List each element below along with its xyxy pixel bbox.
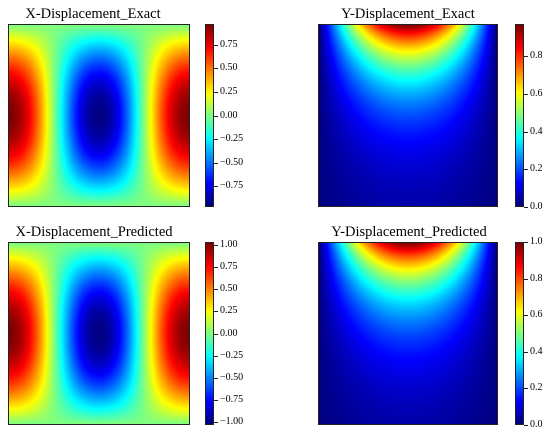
colorbar-tick-label: 0.75 [220, 261, 238, 272]
colorbar-tick [524, 425, 528, 426]
colorbar-tick [214, 163, 218, 164]
colorbar-tick-label: −0.75 [220, 394, 244, 405]
colorbar-tick-label: 0.8 [530, 50, 543, 61]
colorbar-tick-label: −0.50 [220, 372, 244, 383]
colorbar-tick [524, 94, 528, 95]
colorbar-tick [524, 56, 528, 57]
colorbar-tick [214, 245, 218, 246]
colorbar-tick [524, 169, 528, 170]
colorbar-tick [214, 139, 218, 140]
colorbar-tick [214, 186, 218, 187]
colorbar-tick [524, 279, 528, 280]
colorbar-tick [214, 68, 218, 69]
colorbar-tick [214, 45, 218, 46]
colorbar-tick [524, 388, 528, 389]
colorbar-tick [524, 352, 528, 353]
chart-title: Y-Displacement_Exact [341, 6, 475, 22]
colorbar-tick [214, 289, 218, 290]
colorbar-tick [524, 207, 528, 208]
colorbar-y-exact [515, 24, 524, 207]
colorbar-tick-label: 0.25 [220, 86, 238, 97]
heatmap-x-predicted [8, 242, 190, 425]
colorbar-tick-label: 0.25 [220, 305, 238, 316]
colorbar-tick-label: 0.00 [220, 110, 238, 121]
chart-title: Y-Displacement_Predicted [331, 224, 487, 240]
colorbar-tick-label: 0.0 [530, 419, 543, 430]
colorbar-tick-label: 0.2 [530, 163, 543, 174]
colorbar-tick-label: 0.50 [220, 62, 238, 73]
colorbar-tick [524, 242, 528, 243]
colorbar-x-exact [205, 24, 214, 207]
colorbar-tick [214, 311, 218, 312]
colorbar-tick [214, 334, 218, 335]
colorbar-tick-label: 0.75 [220, 39, 238, 50]
colorbar-y-predicted [515, 242, 524, 425]
colorbar-tick-label: 0.6 [530, 309, 543, 320]
colorbar-tick-label: 0.4 [530, 126, 543, 137]
colorbar-tick-label: 0.4 [530, 346, 543, 357]
colorbar-tick-label: 0.50 [220, 283, 238, 294]
colorbar-tick-label: 1.00 [220, 239, 238, 250]
chart-title: X-Displacement_Exact [25, 6, 161, 22]
colorbar-tick-label: 1.0 [530, 236, 543, 247]
colorbar-tick [214, 422, 218, 423]
colorbar-tick [524, 315, 528, 316]
colorbar-tick-label: −0.50 [220, 157, 244, 168]
colorbar-tick [214, 400, 218, 401]
colorbar-tick-label: 0.6 [530, 88, 543, 99]
colorbar-tick [524, 132, 528, 133]
colorbar-tick [214, 116, 218, 117]
heatmap-y-exact [318, 24, 498, 207]
heatmap-y-predicted [318, 242, 498, 425]
colorbar-tick-label: −0.25 [220, 133, 244, 144]
colorbar-tick [214, 92, 218, 93]
colorbar-x-predicted [205, 242, 214, 425]
heatmap-x-exact [8, 24, 190, 207]
colorbar-tick [214, 267, 218, 268]
chart-title: X-Displacement_Predicted [15, 224, 173, 240]
colorbar-tick-label: 0.0 [530, 201, 543, 212]
colorbar-tick-label: −0.25 [220, 350, 244, 361]
colorbar-tick [214, 356, 218, 357]
colorbar-tick-label: 0.8 [530, 273, 543, 284]
colorbar-tick-label: −0.75 [220, 180, 244, 191]
colorbar-tick-label: −1.00 [220, 416, 244, 427]
colorbar-tick-label: 0.2 [530, 382, 543, 393]
colorbar-tick [214, 378, 218, 379]
colorbar-tick-label: 0.00 [220, 328, 238, 339]
